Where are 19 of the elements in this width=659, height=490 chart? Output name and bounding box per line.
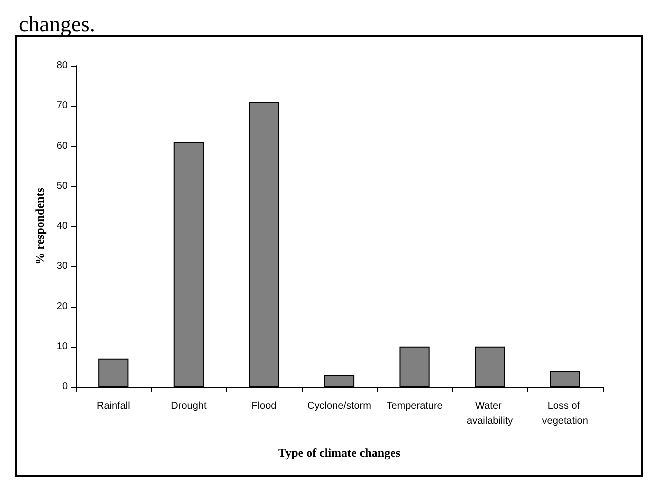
y-tick-label: 30 bbox=[56, 261, 68, 272]
x-tick-label: Rainfall bbox=[96, 401, 130, 412]
x-axis-title: Type of climate changes bbox=[278, 446, 401, 460]
y-tick-label: 70 bbox=[56, 100, 68, 112]
y-tick-label: 10 bbox=[56, 341, 68, 352]
y-tick-label: 0 bbox=[62, 382, 68, 392]
x-tick-label: Flood bbox=[252, 401, 277, 412]
text: changes. bbox=[19, 12, 96, 36]
x-tick-label: Cyclone/storm bbox=[308, 401, 372, 412]
y-tick-label: 60 bbox=[56, 140, 68, 152]
y-tick-label: 40 bbox=[56, 221, 68, 232]
y-tick-label: 80 bbox=[56, 60, 68, 72]
y-axis-title: % respondents bbox=[32, 188, 47, 265]
y-tick-label: 50 bbox=[56, 180, 68, 192]
x-tick-label: Temperature bbox=[386, 401, 444, 412]
x-tick-label: Water availability bbox=[467, 401, 514, 427]
y-tick-label: 20 bbox=[56, 301, 68, 312]
x-tick-label: Drought bbox=[171, 401, 207, 412]
x-tick-label: Loss of vegetation bbox=[542, 401, 588, 427]
